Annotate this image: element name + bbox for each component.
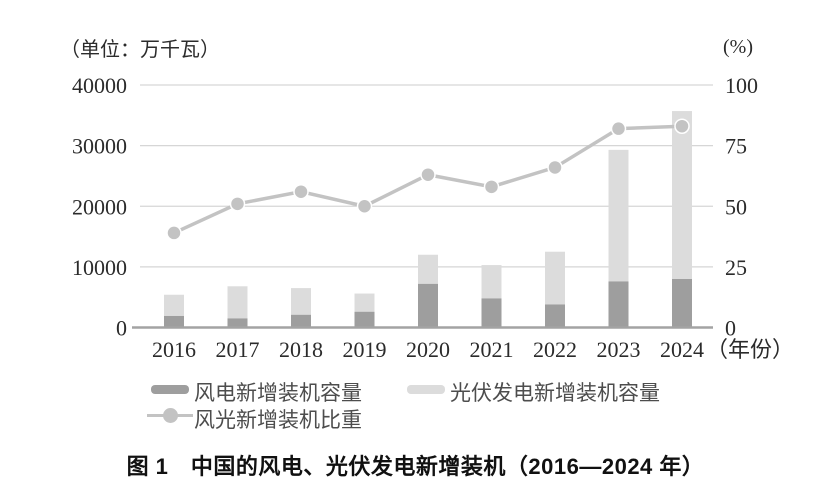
bar-solar-segment [418, 254, 438, 284]
x-axis-year-label: 2018 [279, 337, 323, 362]
left-axis-tick-label: 30000 [72, 134, 127, 159]
figure-caption: 图 1 中国的风电、光伏发电新增装机（2016—2024 年） [126, 454, 705, 479]
x-axis-year-label: 2016 [152, 337, 196, 362]
left-axis-unit-label: （单位：万千瓦） [60, 39, 220, 61]
bar-wind-segment [164, 315, 184, 328]
bar-solar-segment [545, 251, 565, 305]
left-axis-tick-label: 0 [116, 316, 127, 341]
share-line-marker [356, 198, 373, 214]
bar-wind-segment [291, 314, 311, 328]
share-line-marker [420, 166, 436, 183]
x-axis-year-label: 2017 [216, 337, 260, 362]
bar-solar-segment [164, 294, 184, 316]
bar-wind-segment [545, 304, 565, 328]
share-line-marker [293, 183, 309, 200]
bar-solar-segment [608, 149, 629, 282]
right-axis-tick-label: 75 [725, 134, 747, 159]
bar-wind-segment [418, 283, 438, 328]
share-line-marker [610, 120, 627, 137]
legend-label-solar: 光伏发电新增装机容量 [450, 381, 660, 405]
share-line-marker [229, 196, 246, 212]
x-axis-year-label: 2019 [343, 337, 387, 362]
x-axis-year-label: 2021 [470, 337, 514, 362]
x-axis-year-label: 2020 [406, 337, 450, 362]
share-line-marker [674, 118, 690, 134]
legend-swatch-solar-bar [407, 385, 445, 394]
share-line-marker [483, 179, 500, 195]
left-axis-tick-label: 10000 [72, 255, 127, 280]
share-line-marker [166, 225, 182, 241]
right-axis-tick-label: 0 [725, 316, 736, 341]
right-axis-tick-label: 50 [725, 194, 747, 219]
bar-solar-segment [291, 288, 311, 315]
bar-wind-segment [608, 281, 629, 328]
right-axis-tick-label: 25 [725, 255, 747, 280]
right-axis-unit-label: (%) [723, 36, 753, 58]
bar-wind-segment [672, 279, 692, 328]
share-line-marker [547, 159, 563, 176]
left-axis-tick-label: 40000 [72, 73, 127, 98]
left-axis-tick-label: 20000 [72, 194, 127, 219]
x-axis-year-label: 2022 [533, 337, 577, 362]
bar-solar-segment [481, 265, 502, 299]
x-axis-year-label: 2024 [660, 337, 704, 362]
legend-label-wind: 风电新增装机容量 [194, 381, 362, 405]
x-axis-suffix-label: （年份） [706, 337, 794, 362]
x-axis-year-label: 2023 [597, 337, 641, 362]
legend-swatch-wind-bar [151, 385, 189, 394]
legend-swatch-share-marker-icon [163, 408, 178, 423]
bar-solar-segment [227, 286, 248, 319]
right-axis-tick-label: 100 [725, 73, 758, 98]
legend-label-share: 风光新增装机比重 [194, 408, 362, 432]
bar-solar-segment [354, 293, 375, 312]
bar-wind-segment [481, 298, 502, 328]
bar-solar-segment [672, 111, 692, 279]
bar-wind-segment [227, 318, 248, 328]
bar-wind-segment [354, 311, 375, 328]
